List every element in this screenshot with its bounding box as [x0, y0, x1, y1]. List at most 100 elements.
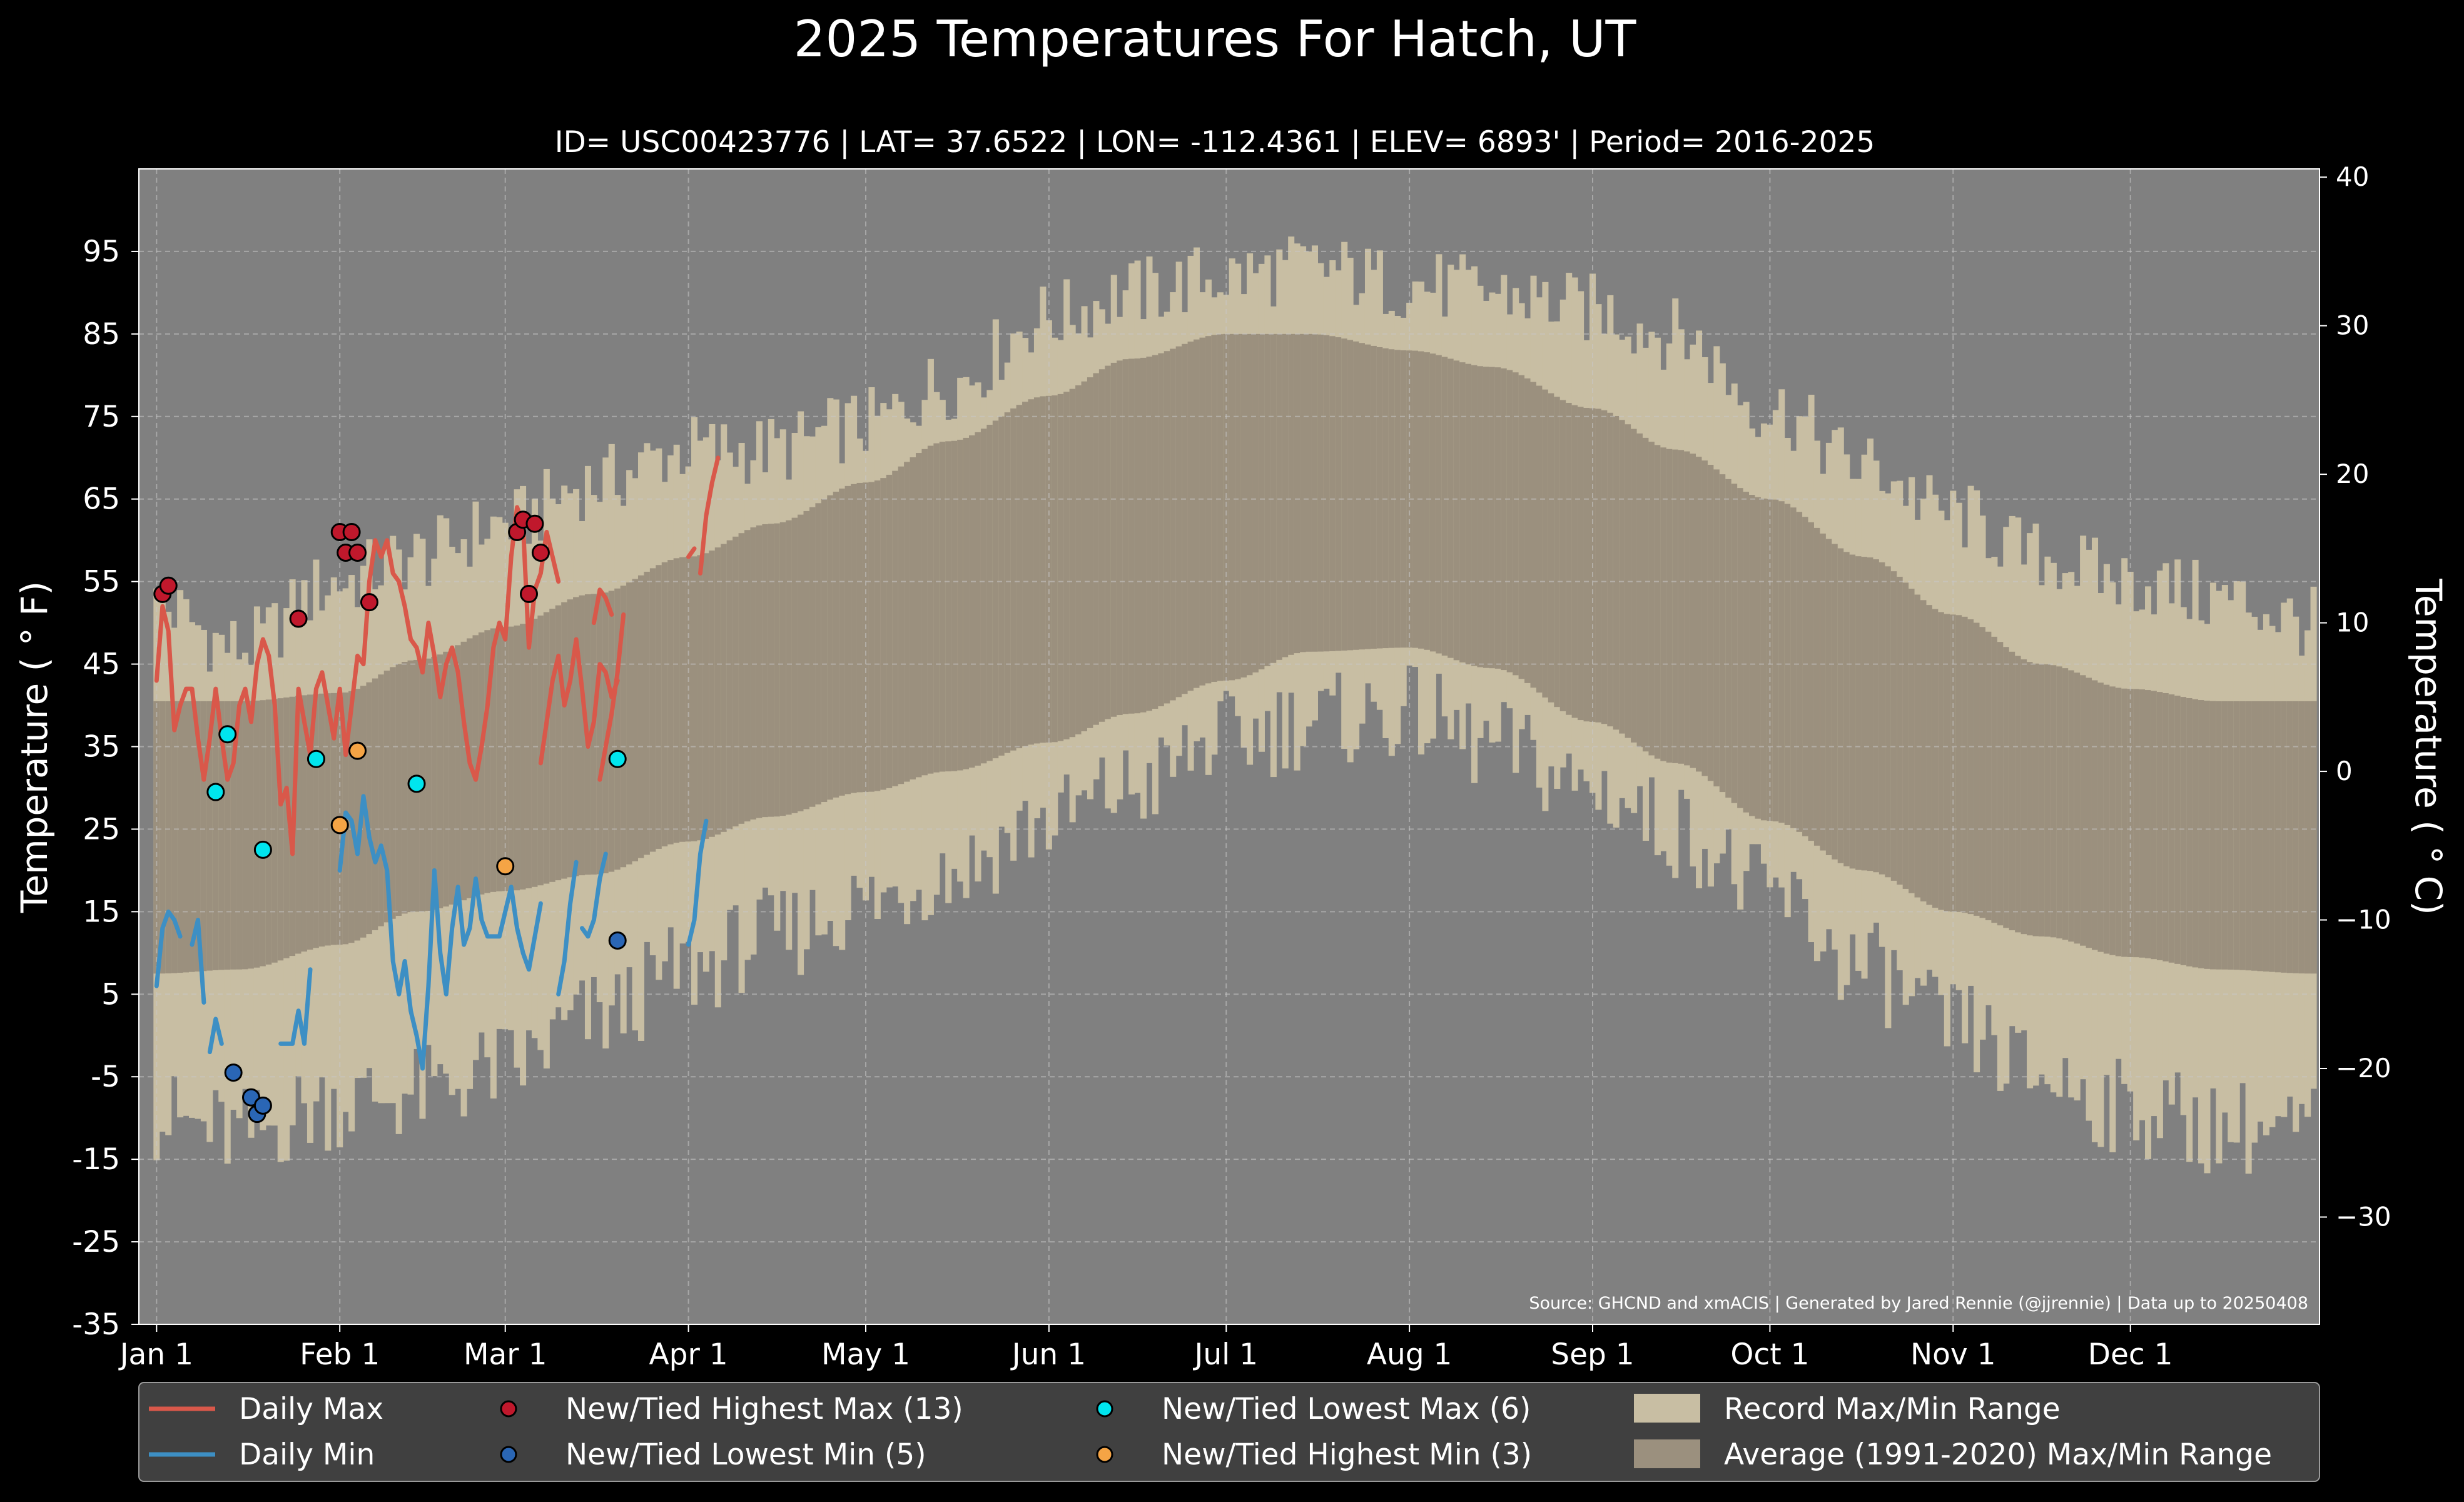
average-range-bar: [1950, 614, 1957, 912]
average-range-bar: [939, 442, 946, 772]
average-range-bar: [2091, 680, 2099, 950]
average-range-bar: [821, 499, 828, 802]
average-range-bar: [1524, 378, 1531, 683]
average-range-bar: [1985, 631, 1992, 921]
average-range-bar: [868, 482, 875, 792]
highest-max-point: [159, 576, 178, 595]
average-range-bar: [1347, 340, 1354, 651]
average-range-bar: [1643, 437, 1650, 752]
average-range-bar: [1737, 488, 1744, 808]
average-range-bar: [283, 697, 290, 958]
average-range-bar: [195, 701, 201, 972]
average-range-bar: [1808, 522, 1815, 841]
average-range-bar: [1506, 370, 1513, 672]
average-range-bar: [992, 420, 999, 759]
average-range-bar: [383, 671, 390, 923]
x-tick-label: Nov 1: [1910, 1337, 1996, 1372]
y-tick-label-left: -15: [72, 1142, 120, 1177]
average-range-bar: [2192, 699, 2199, 968]
average-range-bar: [1654, 445, 1661, 759]
average-range-bar: [762, 524, 769, 818]
average-range-bar: [295, 696, 302, 954]
average-range-bar: [1028, 399, 1035, 745]
average-range-bar: [839, 488, 846, 796]
y-tick-label-left: 85: [83, 317, 120, 352]
average-range-bar: [1909, 589, 1915, 893]
legend-dot-swatch: [1096, 1446, 1113, 1463]
average-range-bar: [1601, 410, 1608, 724]
average-range-bar: [1749, 495, 1756, 816]
y-tick-label-left: 65: [83, 482, 120, 517]
average-range-bar: [673, 558, 680, 843]
daily-min-line: [337, 794, 543, 1071]
y-tick-label-right: 0: [2336, 756, 2353, 786]
average-range-bar: [318, 693, 325, 947]
x-tick-label: Apr 1: [649, 1337, 728, 1372]
highest-min-point: [496, 857, 515, 876]
legend-label: Daily Max: [239, 1392, 383, 1426]
average-range-bar: [2245, 701, 2252, 971]
average-range-bar: [1217, 334, 1224, 681]
daily-min-line: [154, 909, 183, 988]
climatology-bands: [153, 236, 2317, 1174]
average-range-bar: [856, 482, 863, 793]
average-range-bar: [1052, 395, 1058, 743]
average-range-bar: [1329, 336, 1336, 651]
average-range-bar: [1813, 527, 1821, 846]
x-tick-label: Oct 1: [1730, 1337, 1809, 1372]
average-range-bar: [2162, 693, 2169, 962]
average-range-bar: [1004, 412, 1011, 753]
average-range-bar: [543, 612, 550, 884]
average-range-bar: [1571, 405, 1578, 718]
average-range-bar: [248, 701, 255, 969]
average-range-bar: [1595, 408, 1602, 723]
x-tick-label: Jan 1: [118, 1337, 193, 1372]
average-range-bar: [478, 632, 485, 895]
average-range-bar: [1471, 365, 1478, 666]
y-tick-label-right: 10: [2336, 607, 2369, 638]
average-range-bar: [1306, 333, 1312, 652]
average-range-bar: [1489, 367, 1496, 669]
average-range-bar: [1264, 333, 1271, 666]
average-range-bar: [2050, 665, 2057, 938]
lowest-max-point: [253, 840, 272, 859]
average-range-bar: [1436, 355, 1442, 654]
average-range-bar: [484, 630, 491, 893]
average-range-bar: [1353, 341, 1360, 650]
average-range-bar: [916, 453, 923, 778]
average-range-bar: [1459, 362, 1466, 662]
average-range-bar: [390, 667, 397, 919]
average-range-bar: [1229, 333, 1235, 681]
average-range-bar: [1122, 359, 1129, 714]
y-tick-label-right: −30: [2336, 1201, 2391, 1232]
average-range-bar: [1719, 474, 1726, 793]
average-range-bar: [1878, 562, 1885, 875]
x-tick-label: Aug 1: [1367, 1337, 1453, 1372]
legend-dot-swatch: [1096, 1400, 1113, 1418]
average-range-bar: [1731, 484, 1738, 803]
average-range-bar: [2145, 690, 2152, 958]
average-range-bar: [1997, 642, 2004, 926]
average-range-bar: [774, 523, 781, 817]
average-range-bar: [549, 609, 556, 882]
average-range-bar: [1861, 557, 1868, 871]
average-range-bar: [443, 651, 450, 907]
legend-label: Daily Min: [239, 1438, 375, 1472]
average-range-bar: [1566, 402, 1573, 715]
lowest-min-point: [608, 931, 627, 950]
average-range-bar: [2228, 701, 2234, 970]
average-range-bar: [395, 664, 402, 916]
average-range-bar: [1832, 544, 1838, 860]
average-range-bar: [1955, 615, 1962, 912]
average-range-bar: [449, 648, 455, 905]
average-range-bar: [514, 625, 520, 891]
average-range-bar: [2263, 701, 2269, 972]
average-range-bar: [1678, 450, 1685, 764]
average-range-bar: [726, 540, 733, 830]
average-range-bar: [1164, 351, 1170, 704]
average-range-bar: [1211, 335, 1218, 682]
daily-max-line: [698, 455, 721, 576]
legend-entries: Daily Max New/Tied Highest Max (13) New/Ti…: [149, 1392, 2272, 1472]
average-range-bar: [998, 416, 1005, 756]
x-tick-label: Jul 1: [1192, 1337, 1258, 1372]
